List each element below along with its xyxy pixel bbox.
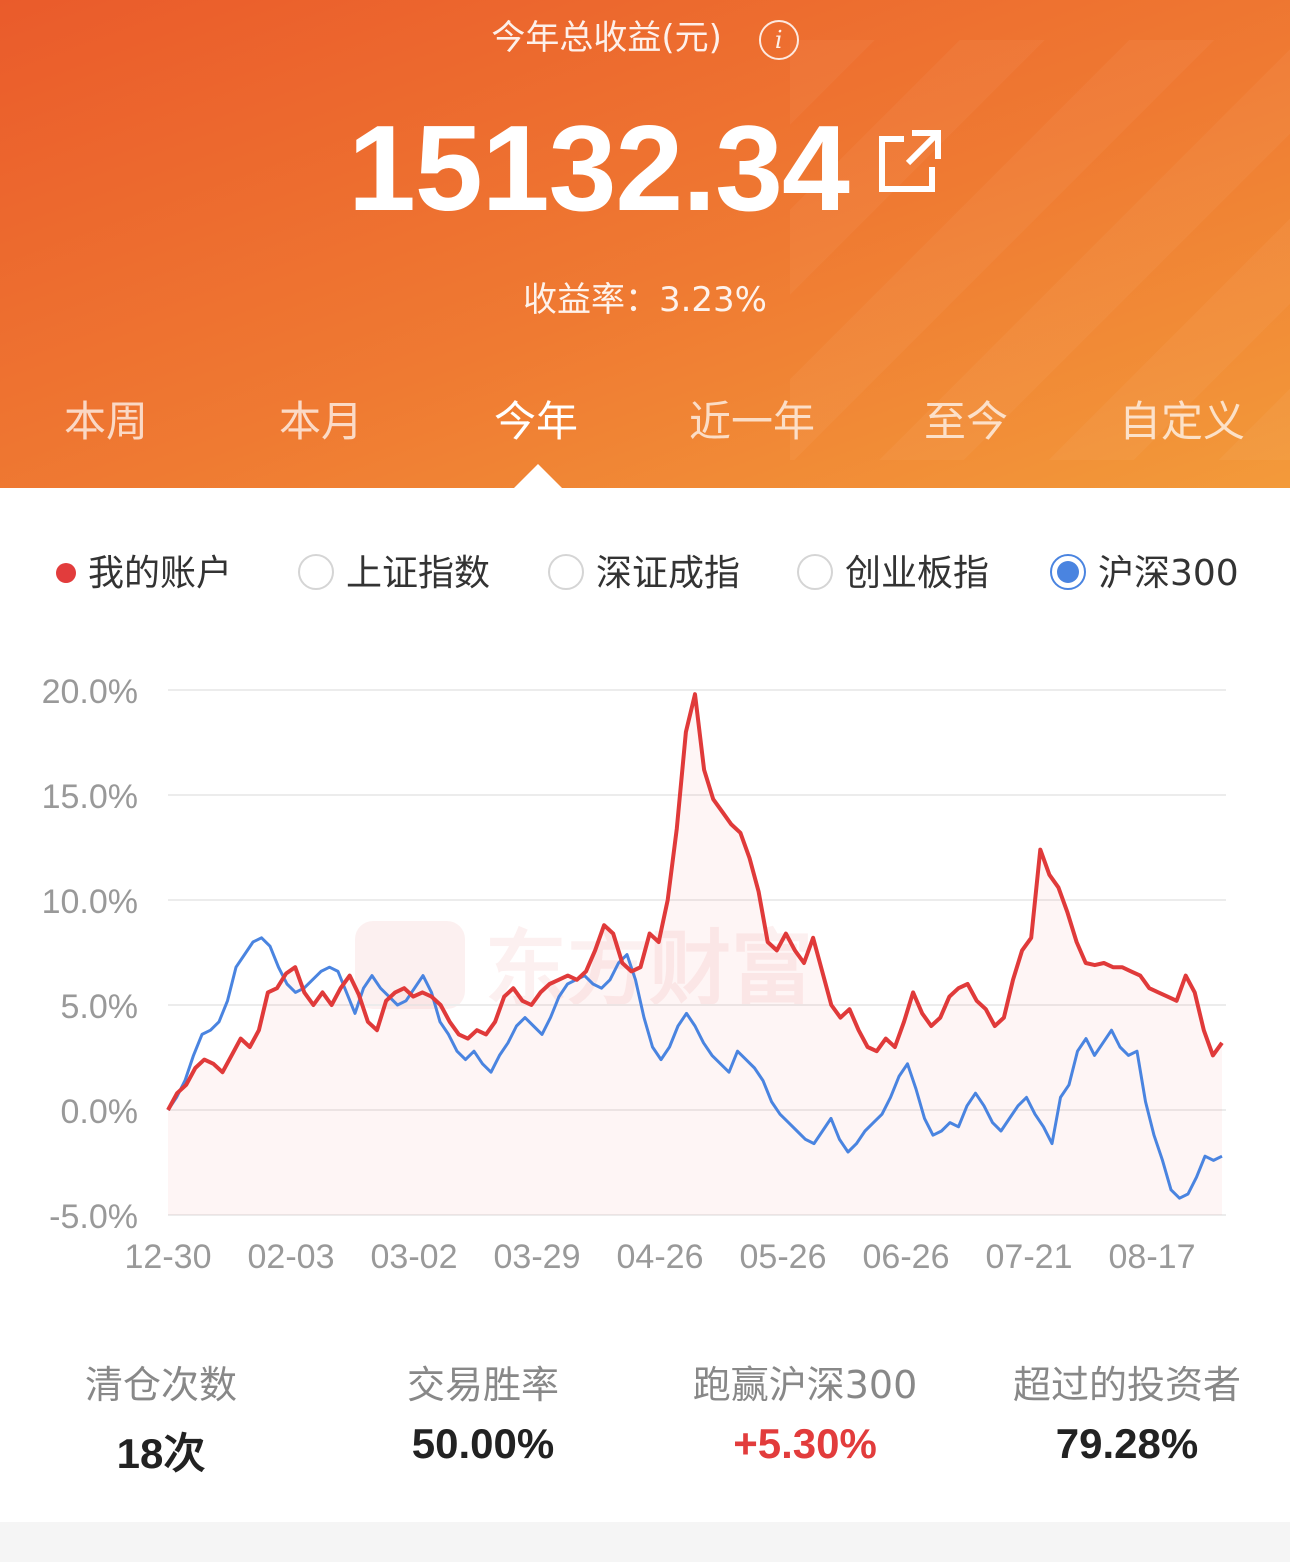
stat-value: +5.30%: [733, 1420, 877, 1467]
summary-header: 今年总收益(元) i 15132.34 收益率：3.23% 本周 本月 今年 近…: [0, 0, 1290, 488]
radio-icon[interactable]: [298, 554, 334, 590]
legend-label: 创业板指: [845, 553, 990, 594]
footer-band: [0, 1522, 1290, 1562]
legend-label: 沪深300: [1098, 553, 1239, 594]
stat-win-rate: 交易胜率 50.00%: [322, 1360, 644, 1468]
legend-label: 我的账户: [88, 553, 233, 594]
x-tick-label: 08-17: [1109, 1238, 1196, 1276]
stat-label: 清仓次数: [84, 1363, 237, 1407]
x-tick-label: 07-21: [986, 1238, 1073, 1276]
radio-icon[interactable]: [797, 554, 833, 590]
legend-shanghai-index[interactable]: 上证指数: [298, 548, 490, 600]
chart-legend: 我的账户 上证指数 深证成指 创业板指 沪深300: [0, 548, 1290, 600]
x-tick-label: 05-26: [740, 1238, 827, 1276]
x-tick-label: 03-29: [494, 1238, 581, 1276]
stat-beat-investors: 超过的投资者 79.28%: [966, 1360, 1288, 1468]
active-tab-pointer: [514, 464, 562, 488]
y-tick-label: 20.0%: [42, 673, 138, 711]
total-amount-row: 15132.34: [0, 98, 1290, 238]
stats-row: 清仓次数 18次 交易胜率 50.00% 跑赢沪深300 +5.30% 超过的投…: [0, 1360, 1290, 1477]
y-tick-label: 5.0%: [61, 988, 139, 1026]
stat-liquidations: 清仓次数 18次: [0, 1360, 322, 1481]
x-tick-label: 03-02: [371, 1238, 458, 1276]
legend-dot-icon: [56, 563, 76, 583]
stat-label: 交易胜率: [406, 1363, 559, 1407]
radio-icon[interactable]: [548, 554, 584, 590]
tab-this-month[interactable]: 本月: [278, 397, 363, 446]
y-tick-label: 10.0%: [42, 883, 138, 921]
returns-line-chart: 20.0% 15.0% 10.0% 5.0% 0.0% -5.0%12-30 02-03 03…: [42, 673, 1226, 1276]
legend-my-account[interactable]: 我的账户: [56, 548, 232, 600]
stat-value: 79.28%: [1055, 1420, 1199, 1467]
period-tabs: 本周 本月 今年 近一年 至今 自定义: [0, 388, 1290, 448]
y-tick-label: -5.0%: [49, 1198, 138, 1236]
share-icon[interactable]: [878, 129, 942, 197]
x-tick-label: 04-26: [617, 1238, 704, 1276]
stat-beat-csi300: 跑赢沪深300 +5.30%: [644, 1360, 966, 1468]
tab-to-date[interactable]: 至今: [923, 397, 1008, 446]
watermark-logo: 东方财富: [355, 921, 813, 1015]
x-tick-label: 02-03: [248, 1238, 335, 1276]
stat-value: 18次: [116, 1430, 206, 1477]
legend-label: 深证成指: [596, 553, 741, 594]
legend-chinext-index[interactable]: 创业板指: [797, 548, 989, 600]
tab-this-week[interactable]: 本周: [63, 397, 148, 446]
summary-title: 今年总收益(元): [491, 18, 722, 58]
legend-csi300[interactable]: 沪深300: [1050, 548, 1239, 600]
y-tick-label: 0.0%: [61, 1093, 139, 1131]
series-line-my-account: [166, 692, 1224, 1111]
tab-custom[interactable]: 自定义: [1118, 397, 1245, 446]
series-area-my-account: [168, 694, 1222, 1215]
legend-shenzhen-index[interactable]: 深证成指: [548, 548, 740, 600]
stat-value: 50.00%: [411, 1420, 555, 1467]
y-tick-label: 15.0%: [42, 778, 138, 816]
x-tick-label: 12-30: [125, 1238, 212, 1276]
tab-last-year[interactable]: 近一年: [688, 397, 815, 446]
tab-this-year[interactable]: 今年: [493, 397, 578, 446]
return-rate: 收益率：3.23%: [522, 280, 767, 320]
radio-checked-icon[interactable]: [1050, 554, 1086, 590]
total-amount: 15132.34: [348, 100, 850, 236]
stat-label: 超过的投资者: [1012, 1363, 1241, 1407]
summary-title-row: 今年总收益(元) i: [0, 14, 1290, 62]
stat-label: 跑赢沪深300: [692, 1363, 918, 1407]
x-tick-label: 06-26: [863, 1238, 950, 1276]
legend-label: 上证指数: [346, 553, 491, 594]
info-icon[interactable]: i: [758, 19, 799, 60]
